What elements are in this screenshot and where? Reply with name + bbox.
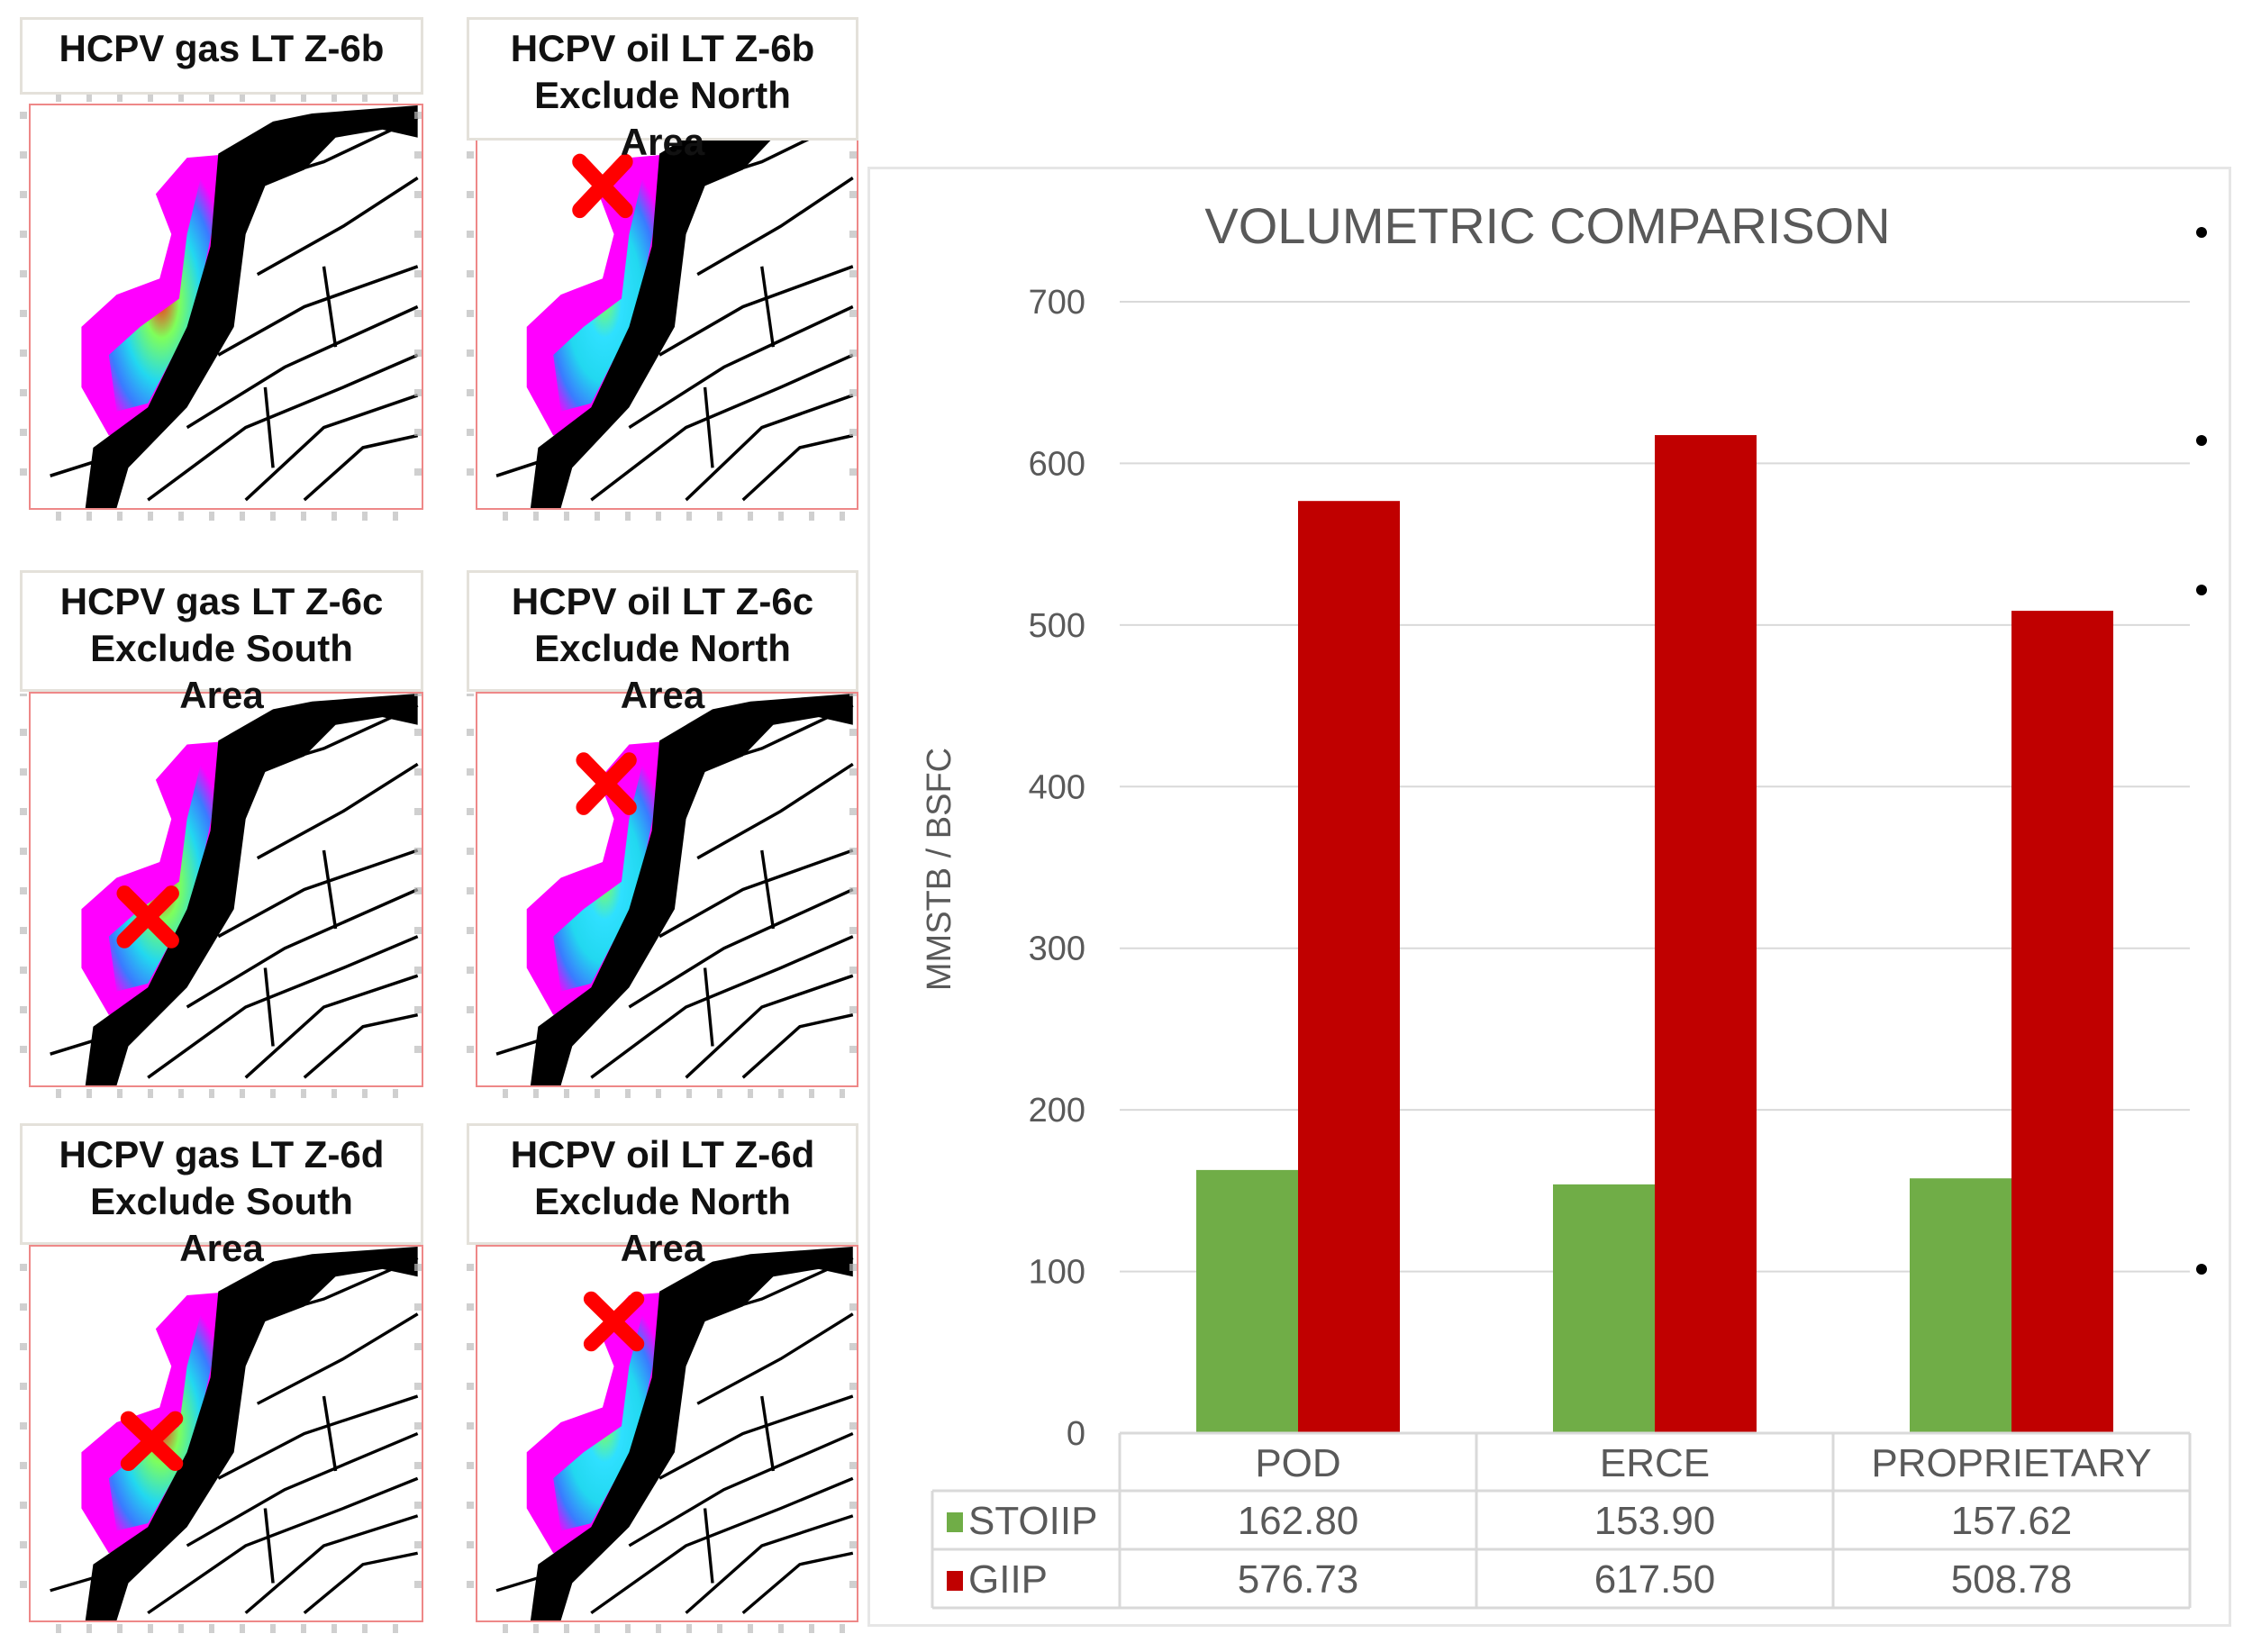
bar-giip-pod (1298, 501, 1400, 1433)
hcpv-core (553, 752, 667, 992)
data-table-value: 162.80 (1238, 1499, 1359, 1543)
map-title-line: Exclude North (534, 627, 791, 669)
y-tick-label: 100 (1029, 1254, 1085, 1292)
y-axis-ticks (467, 1247, 474, 1620)
data-table-value: 617.50 (1594, 1557, 1716, 1602)
y-tick-label: 600 (1029, 445, 1085, 483)
chart-title: VOLUMETRIC COMPARISON (1204, 197, 1890, 254)
hcpv-core (553, 1303, 667, 1531)
y-axis-label: MMSTB / BSFC (921, 748, 958, 991)
exclusion-x-marker (120, 1411, 184, 1471)
map-title-line: Area (620, 121, 705, 163)
map-title-line: Area (179, 1227, 264, 1269)
map-title: HCPV oil LT Z-6b Exclude North Area (467, 17, 858, 163)
y-axis-ticks (849, 1247, 857, 1620)
bar-stoiip-proprietary (1910, 1178, 2011, 1433)
y-tick-label: 500 (1029, 607, 1085, 645)
map-title-line: Exclude North (534, 74, 791, 116)
map-title-line: HCPV gas LT Z-6b (59, 27, 385, 69)
y-axis-ticks (467, 694, 474, 1085)
bar-stoiip-pod (1196, 1169, 1298, 1433)
map-title-line: Exclude South (90, 1180, 353, 1222)
y-tick-label: 300 (1029, 930, 1085, 968)
map-title-line: HCPV oil LT Z-6d (510, 1133, 815, 1175)
y-axis-ticks (20, 1247, 27, 1620)
fault-band (85, 105, 418, 508)
x-axis-ticks (31, 1089, 422, 1098)
exclusion-x-marker (572, 153, 633, 219)
data-table-value: 157.62 (1951, 1499, 2073, 1543)
map-title-line: HCPV gas LT Z-6c (59, 580, 384, 622)
x-axis-ticks (31, 93, 422, 102)
map-title-line: HCPV oil LT Z-6b (510, 27, 815, 69)
map-title-line: Area (620, 674, 705, 716)
fault-band (530, 1247, 853, 1620)
map-title: HCPV oil LT Z-6d Exclude North Area (467, 1123, 858, 1269)
y-axis-ticks (414, 105, 422, 508)
x-axis-ticks (477, 1089, 857, 1098)
fault-band (530, 105, 853, 508)
y-axis-ticks (414, 1247, 422, 1620)
exclusion-x-marker (116, 885, 179, 949)
legend-label: GIIP (968, 1557, 1048, 1602)
x-category-label: ERCE (1600, 1441, 1710, 1485)
map-title-line: Exclude North (534, 1180, 791, 1222)
data-table-value: 153.90 (1594, 1499, 1716, 1543)
bullet-dot (2196, 227, 2207, 238)
legend-swatch-giip (947, 1571, 963, 1591)
map-title-line: Area (179, 674, 264, 716)
map-title-line: Area (620, 1227, 705, 1269)
fault-band (530, 694, 853, 1085)
x-axis-ticks (31, 512, 422, 521)
y-axis-ticks (20, 105, 27, 508)
map-title-line: HCPV oil LT Z-6c (511, 580, 814, 622)
y-tick-label: 0 (1067, 1415, 1085, 1453)
x-axis-ticks (477, 512, 857, 521)
x-axis-ticks (477, 1624, 857, 1633)
map-title-line: Exclude South (90, 627, 353, 669)
hcpv-map (20, 1234, 423, 1633)
hcpv-core (553, 166, 667, 412)
y-axis-ticks (20, 694, 27, 1085)
y-tick-label: 200 (1029, 1092, 1085, 1130)
y-tick-label: 700 (1029, 284, 1085, 322)
exclusion-x-marker (583, 1291, 645, 1352)
bullet-dot (2196, 435, 2207, 446)
hcpv-map (467, 681, 858, 1098)
map-title-line: HCPV gas LT Z-6d (59, 1133, 385, 1175)
hcpv-map (467, 93, 858, 521)
x-category-label: POD (1255, 1441, 1340, 1485)
bullet-dot (2196, 1264, 2207, 1275)
legend-label: STOIIP (968, 1499, 1097, 1543)
hcpv-map (20, 681, 423, 1098)
bar-giip-proprietary (2011, 611, 2113, 1433)
y-axis-ticks (849, 694, 857, 1085)
y-axis-ticks (414, 694, 422, 1085)
exclusion-x-marker (576, 752, 637, 815)
x-axis-ticks (31, 1624, 422, 1633)
y-axis-ticks (467, 105, 474, 508)
x-category-label: PROPRIETARY (1871, 1441, 2151, 1485)
hcpv-core (108, 1303, 226, 1531)
bar-stoiip-erce (1553, 1184, 1655, 1433)
hcpv-core (108, 166, 226, 412)
data-table-value: 508.78 (1951, 1557, 2073, 1602)
data-table-value: 576.73 (1238, 1557, 1359, 1602)
y-axis-ticks (849, 105, 857, 508)
hcpv-map (20, 93, 423, 521)
legend-swatch-stoiip (947, 1512, 963, 1532)
bar-giip-erce (1655, 435, 1757, 1433)
map-title: HCPV oil LT Z-6c Exclude North Area (467, 570, 858, 716)
map-title: HCPV gas LT Z-6c Exclude South Area (20, 570, 423, 716)
fault-band (85, 694, 418, 1085)
y-tick-label: 400 (1029, 768, 1085, 806)
map-title: HCPV gas LT Z-6d Exclude South Area (20, 1123, 423, 1269)
map-title: HCPV gas LT Z-6b (20, 17, 423, 95)
hcpv-map (467, 1234, 858, 1633)
fault-band (85, 1247, 418, 1620)
bullet-dot (2196, 585, 2207, 595)
